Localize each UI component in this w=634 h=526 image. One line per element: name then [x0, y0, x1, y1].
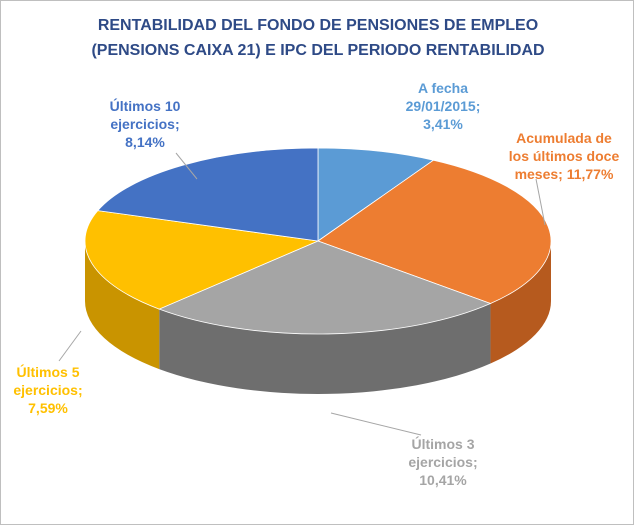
slice-label-a-fecha: A fecha 29/01/2015; 3,41%: [383, 79, 503, 133]
slice-label-line: ejercicios;: [13, 382, 83, 398]
slice-label-ultimos-10: Últimos 10 ejercicios; 8,14%: [85, 97, 205, 151]
slice-label-line: ejercicios;: [110, 116, 180, 132]
slice-label-line: 29/01/2015;: [405, 98, 481, 114]
slice-label-line: Acumulada de: [516, 130, 612, 146]
pie-side-acumulada-de-los-ultimos-doce-meses: [490, 241, 551, 364]
chart-title-line-1: RENTABILIDAD DEL FONDO DE PENSIONES DE E…: [97, 17, 539, 34]
leader-line: [535, 178, 546, 226]
slice-label-line: Últimos 10: [109, 98, 181, 114]
slice-label-line: 10,41%: [419, 472, 467, 488]
leader-line: [58, 330, 82, 362]
pie-slice-ultimos-3-ejercicios: [158, 240, 492, 335]
pie-slice-ultimos-10-ejercicios: [97, 147, 319, 242]
pie-tops: [84, 147, 552, 335]
slice-label-line: Últimos 3: [411, 436, 475, 452]
slice-label-line: los últimos doce: [508, 148, 620, 164]
slice-label-line: Últimos 5: [16, 364, 80, 380]
slice-label-line: 3,41%: [423, 116, 463, 132]
leader-line: [175, 152, 198, 180]
slice-label-line: 8,14%: [125, 134, 165, 150]
chart-title: RENTABILIDAD DEL FONDO DE PENSIONES DE E…: [1, 13, 634, 63]
slice-label-line: A fecha: [417, 80, 469, 96]
slice-label-line: 7,59%: [28, 400, 68, 416]
pie-slice-ultimos-5-ejercicios: [84, 210, 320, 310]
pie-side-ultimos-5-ejercicios: [85, 241, 160, 370]
pie-slice-a-fecha-29-01-2015: [317, 147, 435, 242]
slice-label-ultimos-3: Últimos 3 ejercicios; 10,41%: [383, 435, 503, 489]
slice-label-acumulada: Acumulada de los últimos doce meses; 11,…: [498, 129, 630, 183]
slice-label-line: meses; 11,77%: [514, 166, 614, 182]
leader-line: [330, 412, 422, 436]
pie-side-ultimos-3-ejercicios: [159, 303, 491, 394]
slice-label-line: ejercicios;: [408, 454, 478, 470]
pie-sides: [85, 241, 551, 394]
slice-label-ultimos-5: Últimos 5 ejercicios; 7,59%: [5, 363, 91, 417]
leader-lines: [58, 152, 546, 436]
chart-title-line-2: (PENSIONS CAIXA 21) E IPC DEL PERIODO RE…: [91, 42, 545, 59]
pie-slice-acumulada-de-los-ultimos-doce-meses: [317, 159, 552, 304]
